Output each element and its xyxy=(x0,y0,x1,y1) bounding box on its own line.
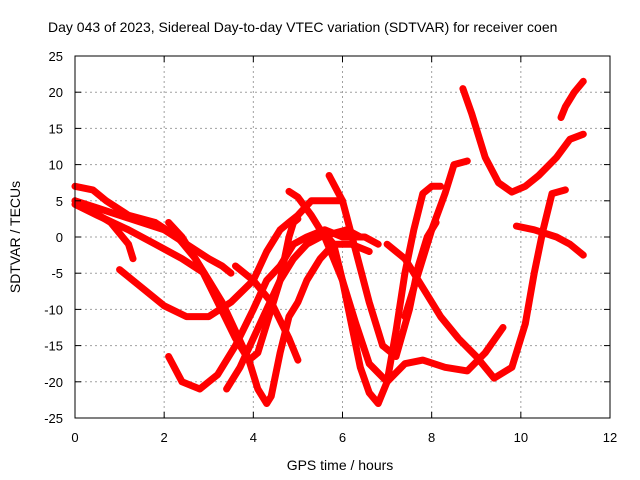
x-tick-label: 0 xyxy=(71,430,78,445)
y-tick-label: 15 xyxy=(49,121,63,136)
series-line-s10 xyxy=(285,187,507,386)
y-axis-ticks: 25 20 15 10 5 0 -5 -10 -15 -20 -25 xyxy=(44,49,610,426)
x-tick-label: 2 xyxy=(161,430,168,445)
series-line-s8 xyxy=(223,226,364,393)
series-line-s12 xyxy=(321,182,445,407)
y-tick-label: 10 xyxy=(49,158,63,173)
y-tick-label: 20 xyxy=(49,85,63,100)
series-line-s16 xyxy=(512,222,587,259)
y-tick-label: -10 xyxy=(44,302,63,317)
y-axis-label: SDTVAR / TECUs xyxy=(7,181,23,293)
series-line-s7 xyxy=(165,215,302,364)
x-tick-label: 10 xyxy=(514,430,528,445)
y-tick-label: -25 xyxy=(44,411,63,426)
series-line-s9 xyxy=(232,262,302,364)
series-line-s14 xyxy=(401,157,471,321)
x-axis-label: GPS time / hours xyxy=(287,457,394,473)
series-line-s4 xyxy=(71,200,208,277)
grid-lines xyxy=(75,56,610,418)
y-tick-label: 25 xyxy=(49,49,63,64)
data-series xyxy=(71,77,587,407)
series-line-s15 xyxy=(459,85,587,196)
y-tick-label: 0 xyxy=(56,230,63,245)
series-line-s3 xyxy=(71,197,235,277)
y-tick-label: -5 xyxy=(51,266,63,281)
series-line-s5 xyxy=(116,197,346,321)
x-tick-label: 8 xyxy=(428,430,435,445)
series-line-s6 xyxy=(165,226,382,393)
y-tick-label: 5 xyxy=(56,194,63,209)
x-tick-label: 6 xyxy=(339,430,346,445)
x-tick-label: 4 xyxy=(250,430,257,445)
y-tick-label: -15 xyxy=(44,339,63,354)
x-axis-ticks: 0 2 4 6 8 10 12 xyxy=(71,56,617,445)
series-line-s17 xyxy=(557,77,587,121)
y-tick-label: -20 xyxy=(44,375,63,390)
x-tick-label: 12 xyxy=(603,430,617,445)
chart-title: Day 043 of 2023, Sidereal Day-to-day VTE… xyxy=(48,19,557,35)
